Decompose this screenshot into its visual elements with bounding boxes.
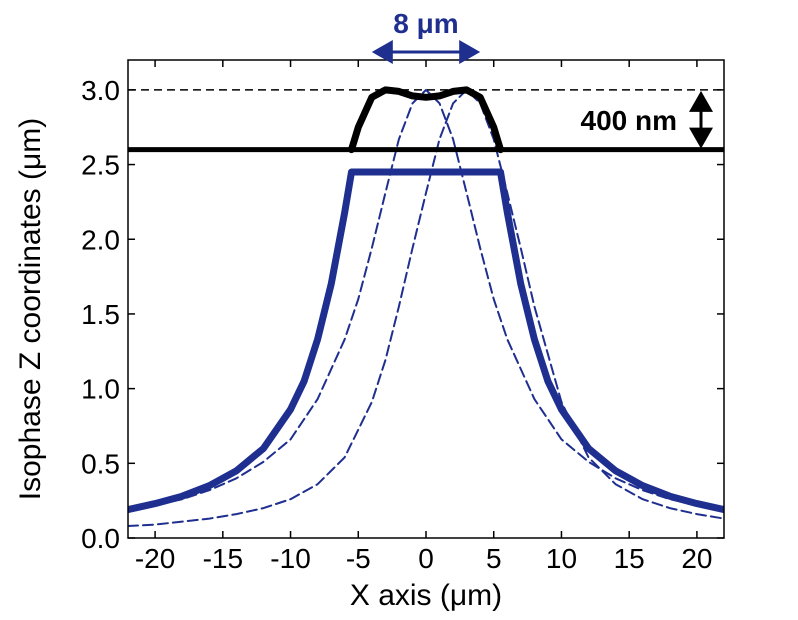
series-line-1 <box>128 88 724 511</box>
series-line-3 <box>128 168 724 514</box>
x-ticks: -20 -15 -10 -5 0 5 10 15 20 <box>135 60 712 574</box>
x-tick-label: -15 <box>203 543 243 574</box>
y-ticks: 0.0 0.5 1.0 1.5 2.0 2.5 3.0 <box>81 75 724 554</box>
x-tick-label: -5 <box>346 543 371 574</box>
y-tick-label: 0.5 <box>81 448 120 479</box>
y-tick-label: 2.0 <box>81 224 120 255</box>
y-tick-label: 2.5 <box>81 150 120 181</box>
x-tick-label: 15 <box>614 543 645 574</box>
y-tick-label: 3.0 <box>81 75 120 106</box>
x-tick-label: 0 <box>418 543 434 574</box>
y-tick-label: 1.0 <box>81 374 120 405</box>
x-tick-label: 5 <box>486 543 502 574</box>
series-line-2 <box>128 88 724 527</box>
x-axis-label: X axis (μm) <box>350 579 502 612</box>
x-tick-label: 10 <box>546 543 577 574</box>
series-layer <box>128 86 724 527</box>
width-annotation: 8 μm <box>393 8 458 39</box>
x-tick-label: -20 <box>135 543 175 574</box>
x-tick-label: 20 <box>681 543 712 574</box>
series-line-4 <box>348 86 504 154</box>
x-tick-label: -10 <box>270 543 310 574</box>
height-annotation: 400 nm <box>581 105 678 136</box>
y-axis-label: Isophase Z coordinates (μm) <box>14 118 47 500</box>
reference-lines <box>128 89 724 153</box>
y-tick-label: 1.5 <box>81 299 120 330</box>
y-tick-label: 0.0 <box>81 523 120 554</box>
